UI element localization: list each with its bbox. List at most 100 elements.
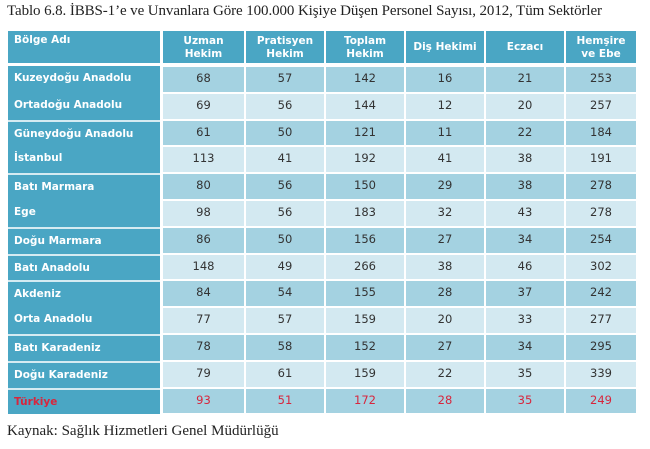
header-total-physicians: Toplam Hekim bbox=[326, 31, 404, 63]
table-cell: 21 bbox=[486, 67, 564, 92]
region-label: Doğu Marmara bbox=[8, 226, 160, 254]
table-cell: 86 bbox=[163, 227, 244, 253]
table-cell: 57 bbox=[246, 308, 324, 333]
region-label: Doğu Karadeniz bbox=[8, 360, 160, 388]
table-cell: 28 bbox=[406, 281, 484, 307]
table-cell: 46 bbox=[486, 254, 564, 280]
table-cell: 35 bbox=[486, 388, 564, 414]
table-cell: 38 bbox=[486, 174, 564, 199]
region-label-total: Türkiye bbox=[8, 387, 160, 415]
header-label-line: Hekim bbox=[184, 47, 223, 60]
table-cell: 37 bbox=[486, 281, 564, 307]
table-cell: 34 bbox=[486, 227, 564, 253]
table-cell: 152 bbox=[326, 335, 404, 360]
table-cell: 249 bbox=[566, 388, 636, 414]
table-cell: 34 bbox=[486, 335, 564, 360]
region-label: Batı Marmara bbox=[8, 173, 160, 200]
table-cell: 11 bbox=[406, 120, 484, 146]
region-label: Ege bbox=[14, 206, 36, 218]
header-pharmacist: Eczacı bbox=[486, 31, 564, 63]
header-label-line: Diş Hekimi bbox=[413, 41, 477, 53]
header-nurse-midwife: Hemşire ve Ebe bbox=[566, 31, 636, 63]
header-label-line: Hekim bbox=[266, 47, 304, 60]
header-label-line: Hekim bbox=[346, 47, 384, 60]
table-cell: 20 bbox=[406, 308, 484, 333]
region-column: Kuzeydoğu Anadolu Ortadoğu Anadolu Güneydo… bbox=[8, 66, 160, 415]
table-cell: 61 bbox=[163, 120, 244, 146]
table-cell: 27 bbox=[406, 335, 484, 360]
header-practitioner: Pratisyen Hekim bbox=[246, 31, 324, 63]
table-cell: 191 bbox=[566, 147, 636, 173]
table-cell: 20 bbox=[486, 93, 564, 119]
table-caption: Tablo 6.8. İBBS-1’e ve Unvanlara Göre 10… bbox=[7, 3, 602, 19]
table-cell: 32 bbox=[406, 201, 484, 226]
header-dentist: Diş Hekimi bbox=[406, 31, 484, 63]
table-cell: 38 bbox=[406, 254, 484, 280]
table-cell: 78 bbox=[163, 335, 244, 360]
table-cell: 41 bbox=[406, 147, 484, 173]
table-cell: 33 bbox=[486, 308, 564, 333]
header-specialist: Uzman Hekim bbox=[163, 31, 244, 63]
header-label-line: Pratisyen bbox=[256, 34, 314, 47]
table-cell: 77 bbox=[163, 308, 244, 333]
table-cell: 150 bbox=[326, 174, 404, 199]
table-cell: 278 bbox=[566, 201, 636, 226]
table-cell: 144 bbox=[326, 93, 404, 119]
table-cell: 35 bbox=[486, 361, 564, 387]
region-label: Akdeniz bbox=[8, 280, 160, 307]
table-cell: 22 bbox=[406, 361, 484, 387]
table-cell: 121 bbox=[326, 120, 404, 146]
table-cell: 68 bbox=[163, 67, 244, 92]
table-cell: 148 bbox=[163, 254, 244, 280]
table-cell: 155 bbox=[326, 281, 404, 307]
table-cell: 159 bbox=[326, 308, 404, 333]
table-cell: 61 bbox=[246, 361, 324, 387]
table-cell: 43 bbox=[486, 201, 564, 226]
table-cell: 69 bbox=[163, 93, 244, 119]
header-label-line: Eczacı bbox=[506, 41, 544, 53]
table-cell: 302 bbox=[566, 254, 636, 280]
table-cell: 253 bbox=[566, 67, 636, 92]
table-cell: 192 bbox=[326, 147, 404, 173]
table-cell: 38 bbox=[486, 147, 564, 173]
table-cell: 56 bbox=[246, 174, 324, 199]
table-cell: 254 bbox=[566, 227, 636, 253]
table-cell: 79 bbox=[163, 361, 244, 387]
table-cell: 56 bbox=[246, 201, 324, 226]
header-region: Bölge Adı bbox=[8, 31, 160, 63]
region-label: Kuzeydoğu Anadolu bbox=[14, 72, 132, 84]
table-cell: 22 bbox=[486, 120, 564, 146]
region-label: Ortadoğu Anadolu bbox=[14, 98, 123, 111]
table-cell: 27 bbox=[406, 227, 484, 253]
table-cell: 80 bbox=[163, 174, 244, 199]
table-cell: 183 bbox=[326, 201, 404, 226]
table-cell: 184 bbox=[566, 120, 636, 146]
table-cell: 29 bbox=[406, 174, 484, 199]
source-note: Kaynak: Sağlık Hizmetleri Genel Müdürlüğ… bbox=[7, 423, 279, 439]
table-cell: 156 bbox=[326, 227, 404, 253]
table-cell: 12 bbox=[406, 93, 484, 119]
table-cell: 142 bbox=[326, 67, 404, 92]
header-label-line: Uzman bbox=[183, 34, 224, 47]
header-label-line: ve Ebe bbox=[581, 47, 621, 60]
region-label: Orta Anadolu bbox=[14, 313, 93, 326]
table-cell: 57 bbox=[246, 67, 324, 92]
table-cell: 50 bbox=[246, 120, 324, 146]
table-cell: 278 bbox=[566, 174, 636, 199]
header-label-line: Bölge Adı bbox=[14, 34, 71, 46]
header-label-line: Toplam bbox=[343, 34, 387, 47]
table-cell: 93 bbox=[163, 388, 244, 414]
region-label: Güneydoğu Anadolu bbox=[8, 119, 160, 147]
region-label: İstanbul bbox=[14, 152, 63, 165]
table-cell: 98 bbox=[163, 201, 244, 226]
table-cell: 54 bbox=[246, 281, 324, 307]
table-cell: 242 bbox=[566, 281, 636, 307]
table-cell: 172 bbox=[326, 388, 404, 414]
table-cell: 113 bbox=[163, 147, 244, 173]
table-cell: 159 bbox=[326, 361, 404, 387]
table-cell: 16 bbox=[406, 67, 484, 92]
table-cell: 58 bbox=[246, 335, 324, 360]
table-cell: 339 bbox=[566, 361, 636, 387]
table-cell: 84 bbox=[163, 281, 244, 307]
table-cell: 295 bbox=[566, 335, 636, 360]
